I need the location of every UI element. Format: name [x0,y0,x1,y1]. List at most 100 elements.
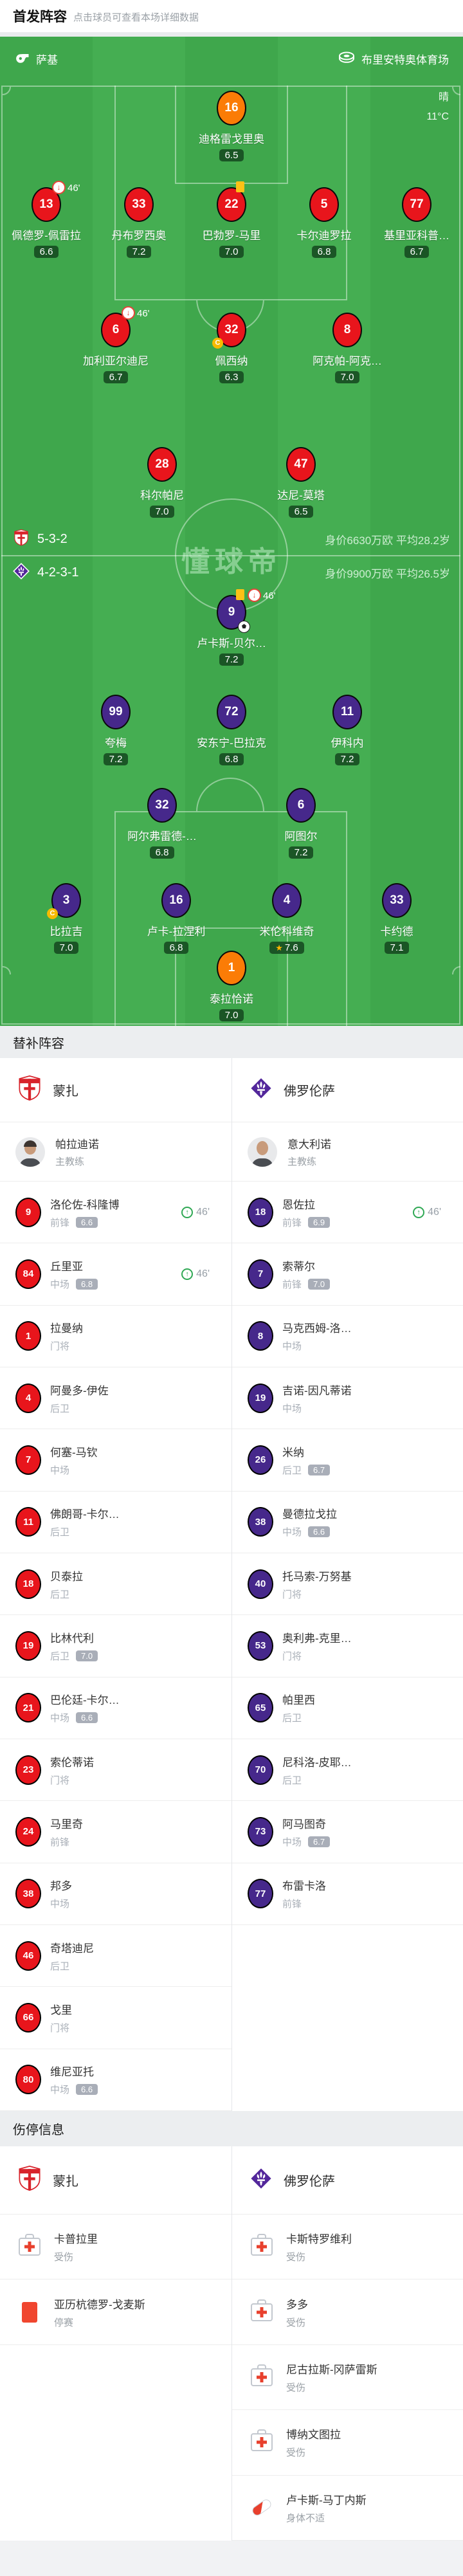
player-rating-row: 6.8 [123,846,201,859]
player-name: 基里亚科普… [384,230,449,242]
sub-player-row[interactable]: 18 恩佐拉 前锋 6.9 ↑ 46' [232,1182,463,1244]
sub-player-row[interactable]: 21 巴伦廷-卡尔… 中场 6.6 [0,1677,232,1739]
sub-player-row[interactable]: 11 佛朗哥-卡尔… 后卫 [0,1492,232,1553]
sub-jersey: 19 [15,1631,41,1661]
sub-rating: 6.6 [76,1712,98,1724]
sub-position: 前锋 [282,1217,302,1229]
player-name: 科尔帕尼 [140,489,184,502]
sub-player-row[interactable]: 73 阿马图奇 中场 6.7 [232,1801,463,1863]
pitch-player[interactable]: 33 丹布罗西奥 7.2 [100,187,177,258]
pitch-player[interactable]: 6 ↓ 46' 加利亚尔迪尼 6.7 [77,306,154,383]
pitch-player[interactable]: 3 C 比拉吉 7.0 [28,883,105,954]
sub-player-row[interactable]: 9 洛伦佐-科隆博 前锋 6.6 ↑ 46' [0,1182,232,1244]
sub-player-row[interactable]: 66 戈里 门将 [0,1987,232,2049]
pitch-player[interactable]: 32 阿尔弗雷德-… 6.8 [123,788,201,859]
sub-player-row[interactable]: 19 比林代利 后卫 7.0 [0,1615,232,1677]
sub-player-name: 贝泰拉 [50,1570,83,1583]
injury-home-col: 蒙扎 卡普拉里 受伤 亚历杭德罗-戈麦斯 停赛 [0,2146,232,2541]
injury-status: 受伤 [286,2317,306,2328]
sub-player-name: 奇塔迪尼 [50,1942,94,1955]
pitch-player[interactable]: 16 卢卡-拉涅利 6.8 [138,883,215,954]
pitch-player[interactable]: 1 泰拉恰诺 7.0 [193,951,270,1021]
pitch-player[interactable]: 5 卡尔迪罗拉 6.8 [286,187,363,258]
sub-meta: 中场 [50,1897,72,1910]
pitch-player[interactable]: 6 阿图尔 7.2 [262,788,340,859]
sub-player-row[interactable]: 38 邦多 中场 [0,1863,232,1925]
sub-meta: 中场 [50,1463,98,1477]
sub-player-row[interactable]: 23 索伦蒂诺 门将 [0,1739,232,1802]
pitch-player[interactable]: 11 伊科内 7.2 [309,695,386,765]
sub-player-row[interactable]: 46 奇塔迪尼 后卫 [0,1925,232,1987]
injury-player-name: 尼古拉斯-冈萨雷斯 [286,2363,377,2376]
sub-player-row[interactable]: 53 奥利弗-克里… 门将 [232,1615,463,1677]
sub-player-row[interactable]: 26 米纳 后卫 6.7 [232,1429,463,1492]
injury-row: 卡普拉里 受伤 [0,2215,232,2280]
player-name: 比拉吉 [50,926,83,938]
rating-value: 7.2 [224,654,239,665]
pitch-player[interactable]: 99 夸梅 7.2 [77,695,154,765]
pitch-player[interactable]: 9 ↓ 46' 卢卡斯-贝尔… 7.2 [193,589,276,666]
pitch-player[interactable]: 22 巴勃罗-马里 7.0 [193,181,270,258]
rating-value: 7.0 [340,372,354,383]
sub-player-row[interactable]: 77 布雷卡洛 前锋 [232,1863,463,1925]
player-jersey: 4 [272,883,302,918]
pitch-player[interactable]: 72 安东宁-巴拉克 6.8 [193,695,270,765]
sub-player-name: 索蒂尔 [282,1260,315,1273]
jersey-wrap: 16 [217,91,246,125]
red-card-icon [17,2301,42,2323]
sub-rating: 6.8 [76,1278,98,1290]
sub-player-row[interactable]: 19 吉诺-因凡蒂诺 中场 [232,1367,463,1430]
weather-temperature: 11°C [426,111,449,122]
pitch-player[interactable]: 77 基里亚科普… 6.7 [378,187,455,258]
player-jersey: 5 [309,187,339,222]
sub-out-icon: ↓ [122,306,135,320]
sub-meta: 后卫 [50,1959,94,1973]
sub-player-row[interactable]: 84 丘里亚 中场 6.8 ↑ 46' [0,1243,232,1306]
player-rating: 6.5 [288,506,314,518]
player-rating-row: 7.0 [193,246,270,258]
pitch-player[interactable]: 33 卡约德 7.1 [358,883,435,954]
sub-player-row[interactable]: 65 帕里西 后卫 [232,1677,463,1739]
sub-player-row[interactable]: 18 贝泰拉 后卫 [0,1553,232,1616]
sub-position: 前锋 [282,1279,302,1290]
home-coach-row[interactable]: 帕拉迪诺 主教练 [0,1122,232,1182]
sub-player-row[interactable]: 8 马克西姆-洛… 中场 [232,1306,463,1367]
sub-info: 帕里西 后卫 [282,1691,315,1724]
jersey-wrap: 99 [101,695,131,729]
jersey-wrap: 11 [332,695,362,729]
sub-player-name: 阿曼多-伊佐 [50,1384,109,1397]
sub-player-row[interactable]: 38 曼德拉戈拉 中场 6.6 [232,1492,463,1553]
sub-in-indicator: ↑ 46' [181,1206,210,1218]
pitch-player[interactable]: 47 达尼-莫塔 6.5 [262,447,340,518]
sub-info: 奇塔迪尼 后卫 [50,1939,94,1973]
player-rating-row: 6.7 [378,246,455,258]
sub-player-row[interactable]: 40 托马索-万努基 门将 [232,1553,463,1616]
sub-player-row[interactable]: 4 阿曼多-伊佐 后卫 [0,1367,232,1430]
player-name: 巴勃罗-马里 [202,230,261,242]
sub-player-row[interactable]: 7 何塞-马钦 中场 [0,1429,232,1492]
page-footer [0,2541,463,2576]
pitch-player[interactable]: 8 阿克帕-阿克… 7.0 [309,313,386,383]
pitch-player[interactable]: 4 米伦科维奇 ★ 7.6 [248,883,325,954]
sub-player-row[interactable]: 70 尼科洛-皮耶… 后卫 [232,1739,463,1802]
pitch-player[interactable]: 13 ↓ 46' 佩德罗-佩雷拉 6.6 [8,181,85,258]
injury-away-col: 佛罗伦萨 卡斯特罗维利 受伤 多多 受伤 尼古拉斯-冈萨雷斯 受伤 博纳文图拉 受伤 卢卡斯-马… [232,2146,463,2541]
sub-in-icon: ↑ [413,1206,425,1218]
sub-player-row[interactable]: 24 马里奇 前锋 [0,1801,232,1863]
referee-item: 萨基 [14,50,58,68]
sub-jersey: 4 [15,1383,41,1413]
sub-player-row[interactable]: 1 拉曼纳 门将 [0,1306,232,1367]
pitch-player[interactable]: 28 科尔帕尼 7.0 [123,447,201,518]
sub-meta: 中场 6.6 [50,1711,120,1724]
injury-section: 蒙扎 卡普拉里 受伤 亚历杭德罗-戈麦斯 停赛 佛罗伦萨 卡斯特罗维利 受伤 多多 受伤 尼古… [0,2146,463,2541]
rating-value: 6.3 [224,372,239,383]
away-coach-row[interactable]: 意大利诺 主教练 [232,1122,463,1182]
player-name: 佩西纳 [215,355,248,367]
yellow-card-icon [236,181,244,192]
sub-position: 后卫 [282,1775,302,1786]
pitch-player[interactable]: 16 迪格雷戈里奥 6.5 [193,91,270,161]
pitch-player[interactable]: 32 C 佩西纳 6.3 [193,313,270,383]
sub-jersey: 7 [248,1259,273,1289]
sub-player-row[interactable]: 80 维尼亚托 中场 6.6 [0,2049,232,2111]
sub-player-row[interactable]: 7 索蒂尔 前锋 7.0 [232,1243,463,1306]
